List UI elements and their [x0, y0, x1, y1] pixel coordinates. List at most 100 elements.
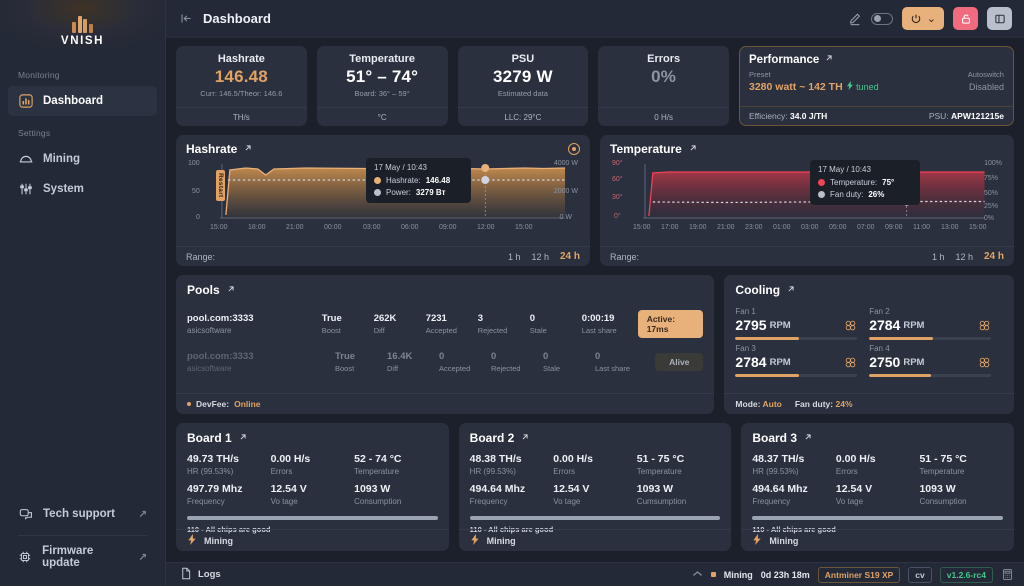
sidebar-item-tech-support[interactable]: Tech support ↗: [8, 497, 157, 531]
model-tag[interactable]: Antminer S19 XP: [817, 566, 901, 583]
range-12h[interactable]: 12 h: [531, 251, 549, 262]
sidebar-item-firmware-update[interactable]: Firmware update ↗: [8, 540, 157, 574]
range-label: Range:: [186, 251, 216, 262]
cv-tag[interactable]: cv: [908, 566, 932, 583]
metric-label: Rejected: [491, 364, 521, 373]
metric-value: 0.00 H/s: [553, 453, 593, 465]
metric-value: 0: [543, 351, 549, 362]
stat-card-psu[interactable]: PSU 3279 W Estimated data LLC: 29°C: [457, 46, 589, 126]
x-tick: 15:00: [515, 224, 533, 231]
metric-label: Vo tage: [835, 497, 864, 506]
sidebar-item-label: Tech support: [43, 508, 115, 520]
status-dot-icon: [187, 402, 191, 406]
metric-label: Diff: [373, 326, 385, 335]
helmet-icon: [18, 152, 33, 167]
sidebar-item-dashboard[interactable]: Dashboard: [8, 86, 157, 116]
temperature-chart-card[interactable]: Temperature: [600, 135, 1014, 266]
performance-card[interactable]: Performance Preset 3280 watt ~ 142 TH: [739, 46, 1014, 126]
chip-health-bar: [469, 516, 721, 520]
metric-label: Consumption: [919, 497, 967, 506]
range-24h[interactable]: 24 h: [983, 251, 1004, 262]
pool-identity: pool.com:3333 asicsoftware: [187, 351, 335, 373]
hashrate-chart-card[interactable]: Hashrate: [176, 135, 590, 266]
stat-card-temperature[interactable]: Temperature 51° – 74° Board: 36° – 59° °…: [316, 46, 448, 126]
page-title: Dashboard: [203, 11, 271, 26]
metric-label: Boost: [335, 364, 355, 373]
collapse-sidebar-button[interactable]: [180, 12, 193, 25]
stat-footer: TH/s: [176, 107, 307, 126]
board-card-3[interactable]: Board 3 48.37 TH/s HR (99.53%) 0.00 H/s …: [741, 423, 1015, 551]
chip-health-bar: [187, 516, 438, 520]
external-link-icon[interactable]: [226, 283, 236, 297]
devfee-label: DevFee:: [196, 399, 230, 409]
chart-title: Hashrate: [186, 142, 238, 156]
version-tag[interactable]: v1.2.6-rc4: [939, 566, 993, 583]
stat-card-errors[interactable]: Errors 0% 0 H/s: [598, 46, 729, 126]
record-dot-icon[interactable]: [568, 143, 580, 155]
board-card-2[interactable]: Board 2 48.38 TH/s HR (99.53%) 0.00 H/s …: [458, 423, 732, 551]
y-left-tick: 50: [192, 188, 200, 195]
metric-label: Rejected: [477, 326, 508, 335]
stat-card-hashrate[interactable]: Hashrate 146.48 Curr: 146.5/Theor: 146.6…: [176, 46, 307, 126]
range-12h[interactable]: 12 h: [955, 251, 973, 262]
board-footer: Mining: [458, 529, 732, 551]
chevron-up-icon[interactable]: [692, 570, 703, 580]
metric-label: Errors: [835, 467, 858, 476]
pool-row[interactable]: pool.com:3333 asicsoftware True Boost 26…: [187, 310, 704, 338]
y-right-tick: 100%: [984, 160, 1002, 167]
metric-label: Temperature: [354, 467, 400, 476]
calculator-icon[interactable]: [1001, 568, 1014, 581]
sidebar-item-label: Firmware update: [42, 545, 94, 569]
logs-button[interactable]: Logs: [180, 567, 221, 583]
pool-url: pool.com:3333: [187, 351, 254, 362]
metric-value: 49.73 TH/s: [187, 453, 239, 465]
y-left-tick: 90°: [612, 160, 623, 167]
bolt-icon: [187, 534, 197, 547]
range-24h[interactable]: 24 h: [559, 251, 580, 262]
range-1h[interactable]: 1 h: [931, 251, 945, 262]
pool-metric-stale: 0 Stale: [543, 351, 595, 373]
chart-title: Temperature: [610, 142, 682, 156]
metric-value: 48.38 TH/s: [469, 453, 522, 465]
x-tick: 21:00: [717, 224, 735, 231]
pool-row[interactable]: pool.com:3333 asicsoftware True Boost 16…: [187, 351, 704, 373]
pool-metric-last-share: 0:00:19 Last share: [582, 313, 638, 335]
fan-item[interactable]: Fan 4 2750 RPM: [869, 344, 1003, 377]
external-link-icon[interactable]: [786, 283, 796, 297]
metric-label: HR (99.53%): [469, 467, 516, 476]
fan-unit: RPM: [903, 356, 925, 368]
sidebar-item-mining[interactable]: Mining: [8, 144, 157, 174]
external-link-icon[interactable]: [238, 431, 248, 445]
layout-panel-button[interactable]: [987, 7, 1012, 30]
board-status: Mining: [769, 535, 799, 546]
x-tick: 15:00: [210, 224, 228, 231]
fan-item[interactable]: Fan 1 2795 RPM: [735, 307, 869, 340]
range-1h[interactable]: 1 h: [507, 251, 521, 262]
switch-toggle-icon[interactable]: [870, 12, 893, 25]
pool-status-badge[interactable]: Alive: [655, 353, 704, 371]
external-link-icon[interactable]: [688, 142, 698, 156]
external-link-icon[interactable]: [520, 431, 530, 445]
stat-title: PSU: [511, 53, 535, 65]
sidebar-item-system[interactable]: System: [8, 174, 157, 204]
fan-value: 2784: [869, 317, 901, 333]
external-link-icon[interactable]: [824, 53, 834, 66]
pencil-icon[interactable]: [848, 12, 862, 26]
external-link-icon[interactable]: [803, 431, 813, 445]
metric-label: Vo tage: [270, 497, 298, 506]
fan-label: Fan 1: [735, 307, 756, 316]
fan-icon: [844, 356, 857, 369]
external-link-icon[interactable]: [243, 142, 253, 156]
dashboard-content: Hashrate 146.48 Curr: 146.5/Theor: 146.6…: [166, 38, 1024, 562]
fan-item[interactable]: Fan 2 2784 RPM: [869, 307, 1003, 340]
external-link-icon: ↗: [138, 508, 147, 520]
board-card-1[interactable]: Board 1 49.73 TH/s HR (99.53%) 0.00 H/s …: [176, 423, 449, 551]
y-right-tick: 50%: [983, 190, 998, 197]
unlock-button[interactable]: [953, 7, 978, 30]
tuned-badge: tuned: [846, 81, 879, 92]
brand-logo[interactable]: VNISH: [0, 0, 165, 58]
power-button[interactable]: ⌄: [901, 7, 944, 30]
fan-item[interactable]: Fan 3 2784 RPM: [735, 344, 869, 377]
x-tick: 07:00: [857, 224, 875, 231]
pool-status-badge[interactable]: Active: 17ms: [637, 310, 704, 338]
